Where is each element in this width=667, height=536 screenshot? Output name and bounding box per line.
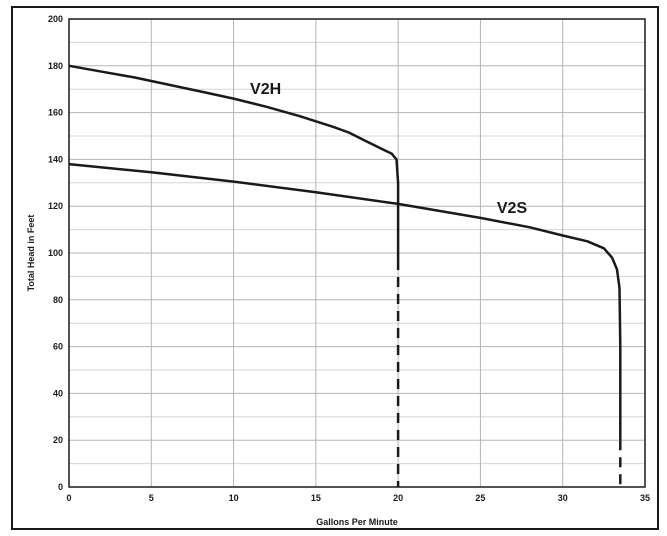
y-tick-label: 40: [53, 388, 63, 398]
x-tick-label: 30: [558, 493, 568, 503]
x-tick-label: 10: [229, 493, 239, 503]
x-axis-title: Gallons Per Minute: [316, 517, 398, 527]
x-tick-label: 25: [475, 493, 485, 503]
y-tick-label: 160: [48, 108, 63, 118]
y-tick-label: 180: [48, 61, 63, 71]
x-tick-label: 5: [149, 493, 154, 503]
y-axis-title: Total Head in Feet: [26, 215, 36, 292]
chart-frame: [11, 6, 659, 530]
x-tick-label: 15: [311, 493, 321, 503]
y-tick-label: 80: [53, 295, 63, 305]
y-tick-label: 60: [53, 342, 63, 352]
grid: [68, 18, 646, 488]
series-label: V2S: [497, 200, 528, 217]
y-axis-ticks: 0 20 40 60 80 100 120 140 160 180 200: [48, 14, 63, 492]
x-tick-label: 0: [66, 493, 71, 503]
y-tick-label: 140: [48, 154, 63, 164]
series-layer: [68, 64, 622, 487]
y-tick-label: 20: [53, 435, 63, 445]
y-tick-label: 0: [58, 482, 63, 492]
series-line-v2h: [68, 64, 400, 260]
x-tick-label: 35: [640, 493, 650, 503]
y-tick-label: 200: [48, 14, 63, 24]
x-axis-ticks: 0 5 10 15 20 25 30 35: [66, 493, 650, 503]
series-label: V2H: [250, 81, 281, 98]
series-annotations: V2H V2S: [250, 81, 527, 217]
series-line-v2s: [68, 162, 622, 441]
y-tick-label: 120: [48, 201, 63, 211]
plot-area-border: [68, 18, 646, 488]
y-tick-label: 100: [48, 248, 63, 258]
x-tick-label: 20: [393, 493, 403, 503]
